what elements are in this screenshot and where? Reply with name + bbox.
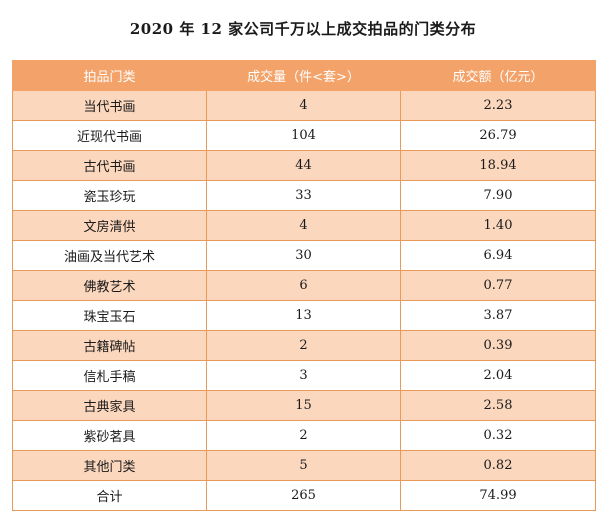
volume-cell: 104 — [206, 120, 401, 151]
table-row: 佛教艺术 6 0.77 — [12, 270, 596, 301]
category-cell: 古典家具 — [12, 390, 207, 421]
volume-cell: 6 — [206, 270, 401, 301]
amount-cell: 0.32 — [400, 420, 596, 451]
column-header-category: 拍品门类 — [12, 60, 207, 91]
table-header-row: 拍品门类 成交量（件<套>） 成交额（亿元） — [12, 60, 596, 91]
amount-cell: 18.94 — [400, 150, 596, 181]
volume-cell: 5 — [206, 450, 401, 481]
category-cell: 佛教艺术 — [12, 270, 207, 301]
category-cell: 珠宝玉石 — [12, 300, 207, 331]
table-row: 紫砂茗具 2 0.32 — [12, 420, 596, 451]
amount-cell: 7.90 — [400, 180, 596, 211]
amount-cell: 26.79 — [400, 120, 596, 151]
table-row: 文房清供 4 1.40 — [12, 210, 596, 241]
volume-cell: 30 — [206, 240, 401, 271]
volume-cell: 13 — [206, 300, 401, 331]
category-cell: 瓷玉珍玩 — [12, 180, 207, 211]
column-header-amount: 成交额（亿元） — [400, 60, 596, 91]
amount-cell: 3.87 — [400, 300, 596, 331]
table-row: 珠宝玉石 13 3.87 — [12, 300, 596, 331]
table-row: 古代书画 44 18.94 — [12, 150, 596, 181]
volume-cell: 2 — [206, 330, 401, 361]
table-row: 古典家具 15 2.58 — [12, 390, 596, 421]
amount-cell: 2.04 — [400, 360, 596, 391]
amount-cell: 0.82 — [400, 450, 596, 481]
volume-cell: 33 — [206, 180, 401, 211]
table-row: 近现代书画 104 26.79 — [12, 120, 596, 151]
amount-cell: 6.94 — [400, 240, 596, 271]
volume-cell: 4 — [206, 210, 401, 241]
category-cell: 信札手稿 — [12, 360, 207, 391]
total-amount-cell: 74.99 — [400, 480, 596, 511]
category-table: 拍品门类 成交量（件<套>） 成交额（亿元） 当代书画 4 2.23 近现代书画… — [12, 60, 596, 511]
volume-cell: 2 — [206, 420, 401, 451]
category-cell: 文房清供 — [12, 210, 207, 241]
amount-cell: 0.39 — [400, 330, 596, 361]
category-cell: 古籍碑帖 — [12, 330, 207, 361]
table-row: 瓷玉珍玩 33 7.90 — [12, 180, 596, 211]
amount-cell: 1.40 — [400, 210, 596, 241]
volume-cell: 4 — [206, 90, 401, 121]
category-cell: 近现代书画 — [12, 120, 207, 151]
volume-cell: 3 — [206, 360, 401, 391]
table-row: 其他门类 5 0.82 — [12, 450, 596, 481]
volume-cell: 15 — [206, 390, 401, 421]
table-row: 油画及当代艺术 30 6.94 — [12, 240, 596, 271]
category-cell: 当代书画 — [12, 90, 207, 121]
total-label-cell: 合计 — [12, 480, 207, 511]
table-row: 当代书画 4 2.23 — [12, 90, 596, 121]
table-row: 古籍碑帖 2 0.39 — [12, 330, 596, 361]
table-total-row: 合计 265 74.99 — [12, 480, 596, 511]
amount-cell: 2.23 — [400, 90, 596, 121]
total-volume-cell: 265 — [206, 480, 401, 511]
page-title: 2020 年 12 家公司千万以上成交拍品的门类分布 — [129, 20, 477, 38]
amount-cell: 2.58 — [400, 390, 596, 421]
column-header-volume: 成交量（件<套>） — [206, 60, 401, 91]
volume-cell: 44 — [206, 150, 401, 181]
category-cell: 油画及当代艺术 — [12, 240, 207, 271]
category-cell: 紫砂茗具 — [12, 420, 207, 451]
category-cell: 古代书画 — [12, 150, 207, 181]
category-cell: 其他门类 — [12, 450, 207, 481]
table-row: 信札手稿 3 2.04 — [12, 360, 596, 391]
amount-cell: 0.77 — [400, 270, 596, 301]
